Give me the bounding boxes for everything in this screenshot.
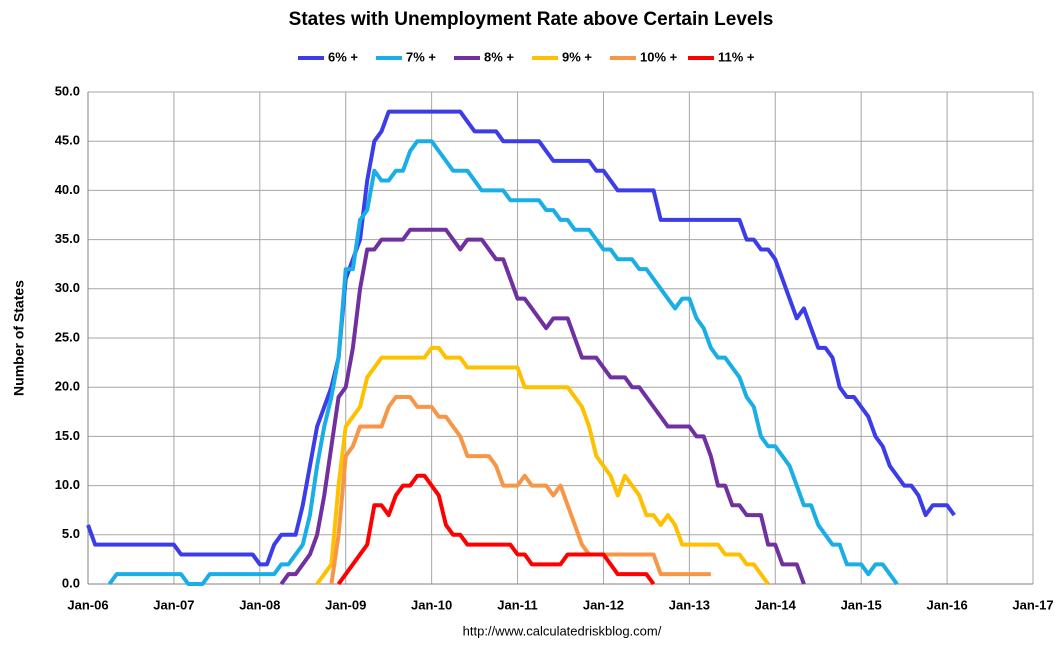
y-tick-label: 40.0 (55, 182, 80, 197)
y-tick-label: 20.0 (55, 379, 80, 394)
x-tick-label: Jan-12 (583, 597, 624, 612)
series-line (279, 227, 806, 586)
legend-label: 8% + (484, 49, 514, 64)
y-tick-label: 0.0 (62, 575, 80, 590)
legend-label: 6% + (328, 49, 358, 64)
legend-label: 10% + (640, 49, 678, 64)
footer: http://www.calculatedriskblog.com/ (463, 623, 662, 638)
x-tick-label: Jan-09 (325, 597, 366, 612)
x-tick-label: Jan-10 (411, 597, 452, 612)
series-line (86, 109, 956, 567)
x-tick-label: Jan-08 (239, 597, 280, 612)
x-tick-label: Jan-15 (841, 597, 882, 612)
series-line (329, 395, 711, 585)
series-line (315, 345, 770, 586)
legend-label: 7% + (406, 49, 436, 64)
x-tick-label: Jan-14 (755, 597, 797, 612)
y-tick-label: 5.0 (62, 526, 80, 541)
x-tick-label: Jan-13 (669, 597, 710, 612)
y-axis-label: Number of States (11, 280, 27, 396)
y-tick-label: 10.0 (55, 477, 80, 492)
series-line (107, 139, 899, 586)
x-tick-label: Jan-06 (67, 597, 108, 612)
y-tick-label: 35.0 (55, 231, 80, 246)
x-tick-label: Jan-11 (497, 597, 537, 612)
legend-label: 9% + (562, 49, 592, 64)
legend-label: 11% + (718, 49, 755, 64)
x-tick-label: Jan-17 (1012, 597, 1053, 612)
x-tick-label: Jan-07 (153, 597, 194, 612)
series-line (336, 473, 656, 586)
y-tick-label: 30.0 (55, 280, 80, 295)
y-tick-label: 15.0 (55, 428, 80, 443)
y-tick-label: 25.0 (55, 329, 80, 344)
y-tick-label: 45.0 (55, 133, 80, 148)
chart-title: States with Unemployment Rate above Cert… (289, 9, 774, 30)
y-tick-label: 50.0 (55, 83, 80, 98)
x-tick-label: Jan-16 (926, 597, 967, 612)
